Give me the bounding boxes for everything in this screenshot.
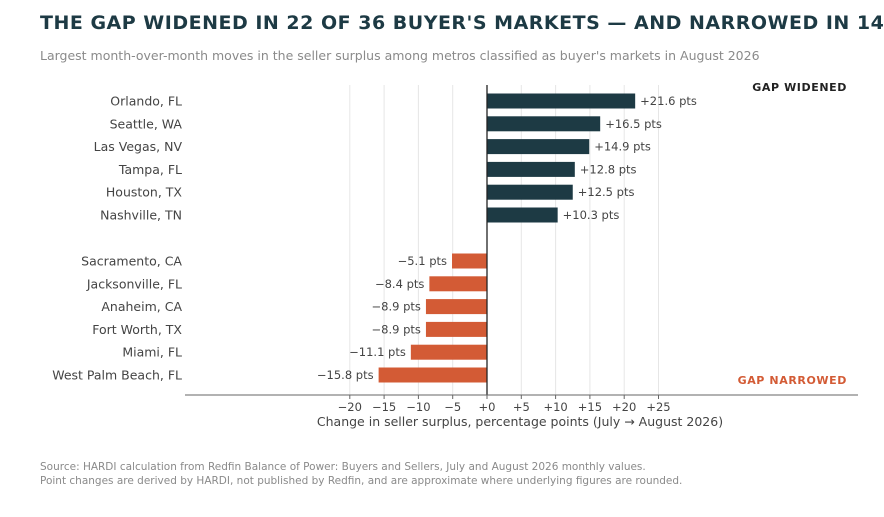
category-label: Jacksonville, FL <box>86 276 182 291</box>
bar-widened <box>487 161 575 177</box>
category-label: West Palm Beach, FL <box>52 368 182 383</box>
chart-title: THE GAP WIDENED IN 22 OF 36 BUYER'S MARK… <box>40 12 884 34</box>
bar-widened <box>487 207 558 223</box>
annotation-widened: GAP WIDENED <box>752 81 847 94</box>
x-tick-label: +0 <box>479 400 496 414</box>
bar-narrowed <box>425 299 487 315</box>
category-label: Sacramento, CA <box>81 254 182 269</box>
x-tick-label: +10 <box>543 400 567 414</box>
annotation-narrowed: GAP NARROWED <box>738 374 847 387</box>
category-label: Seattle, WA <box>110 116 183 131</box>
data-label: −11.1 pts <box>349 345 406 359</box>
x-tick-label: +5 <box>513 400 530 414</box>
data-label: +10.3 pts <box>563 208 620 222</box>
x-tick-label: −15 <box>372 400 396 414</box>
bar-widened <box>487 184 573 200</box>
x-tick-label: −10 <box>406 400 430 414</box>
category-label: Fort Worth, TX <box>92 322 182 337</box>
source-note: Source: HARDI calculation from Redfin Ba… <box>40 461 646 473</box>
data-label: −8.4 pts <box>375 277 424 291</box>
data-label: +12.8 pts <box>580 162 637 176</box>
x-tick-label: −5 <box>444 400 461 414</box>
bar-narrowed <box>410 344 487 360</box>
category-label: Anaheim, CA <box>101 299 182 314</box>
data-label: −8.9 pts <box>372 300 421 314</box>
data-label: +12.5 pts <box>578 185 635 199</box>
bar-narrowed <box>429 276 487 292</box>
bar-narrowed <box>452 253 487 269</box>
x-tick-label: +25 <box>646 400 670 414</box>
bar-narrowed <box>378 367 487 383</box>
bar-widened <box>487 93 636 109</box>
chart-subtitle: Largest month-over-month moves in the se… <box>40 48 760 63</box>
x-tick-label: −20 <box>338 400 362 414</box>
category-label: Las Vegas, NV <box>94 139 183 154</box>
x-tick-label: +15 <box>578 400 602 414</box>
data-label: −8.9 pts <box>372 322 421 336</box>
data-label: +21.6 pts <box>640 94 697 108</box>
method-note: Point changes are derived by HARDI, not … <box>40 475 683 487</box>
x-axis-title: Change in seller surplus, percentage poi… <box>317 414 723 429</box>
category-label: Nashville, TN <box>100 208 182 223</box>
data-label: −15.8 pts <box>317 368 374 382</box>
bar-chart: Orlando, FL +21.6 pts Seattle, WA +16.5 pts… <box>52 81 858 429</box>
category-label: Houston, TX <box>106 185 183 200</box>
data-label: −5.1 pts <box>398 254 447 268</box>
data-label: +16.5 pts <box>605 117 662 131</box>
category-label: Orlando, FL <box>110 94 182 109</box>
category-label: Tampa, FL <box>118 162 182 177</box>
bar-widened <box>487 116 601 132</box>
bar-widened <box>487 139 590 155</box>
x-tick-label: +20 <box>612 400 636 414</box>
data-label: +14.9 pts <box>594 140 651 154</box>
bar-narrowed <box>425 321 487 337</box>
category-label: Miami, FL <box>122 345 182 360</box>
